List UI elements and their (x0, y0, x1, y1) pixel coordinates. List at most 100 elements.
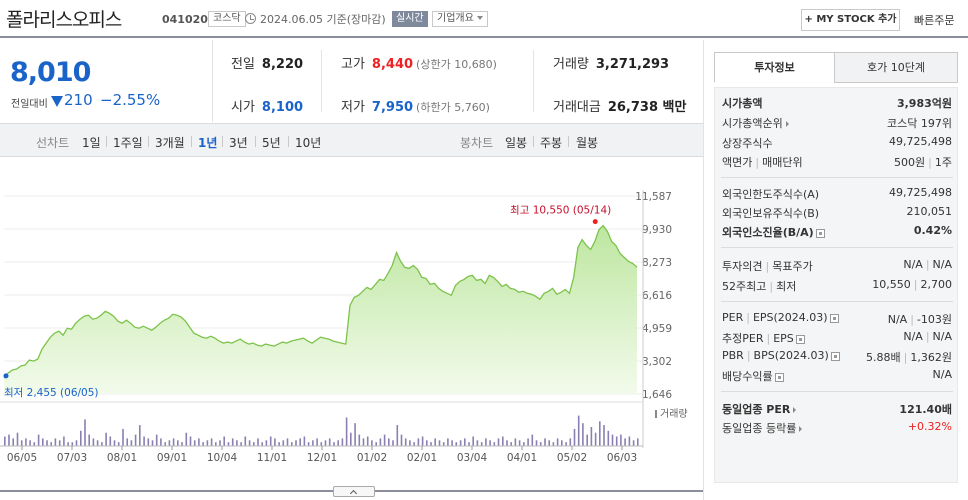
volume-bar (358, 434, 361, 446)
52week-low-value: 2,700 (920, 278, 953, 291)
volume-bar (240, 442, 242, 446)
divider (721, 301, 953, 302)
volume-bar (413, 442, 415, 446)
current-price: 8,010 (10, 57, 91, 88)
volume-bar (506, 440, 508, 446)
open-cell: 시가 8,100 (231, 96, 303, 115)
chart-collapse-handle[interactable] (333, 486, 375, 497)
quote-grid: 전일 8,220 시가 8,100 고가 8,440 (상한가 10,680) 저가 7,… (213, 40, 701, 122)
divider: | (913, 278, 918, 291)
volume-bar (430, 442, 432, 446)
prev-close-label: 전일 (231, 57, 255, 72)
tab-1y[interactable]: 1년 (198, 136, 218, 150)
x-tick-label: 07/03 (57, 452, 87, 464)
realtime-button[interactable]: 실시간 (392, 11, 428, 27)
tab-10y[interactable]: 10년 (295, 136, 322, 150)
volume-bar (464, 438, 466, 446)
tab-1d[interactable]: 1일 (82, 136, 101, 150)
volume-bar (101, 442, 103, 446)
change-label: 전일대비 (11, 99, 48, 110)
target-price-value: N/A (932, 258, 952, 271)
help-icon[interactable] (795, 334, 805, 344)
quick-order-link[interactable]: 빠른주문 (914, 14, 955, 27)
market-cap-label: 시가총액 (722, 97, 763, 110)
volume-bar (485, 438, 487, 446)
help-icon[interactable] (830, 351, 840, 361)
volume-bar (181, 442, 183, 446)
price-summary: 8,010 전일대비 210 −2.55% (0, 40, 213, 122)
company-overview-dropdown[interactable]: 기업개요 (432, 11, 488, 27)
volume-bar (139, 425, 141, 446)
lower-limit: (하한가 5,760) (416, 101, 490, 114)
tab-5y[interactable]: 5년 (262, 136, 281, 150)
tab-3y[interactable]: 3년 (229, 136, 248, 150)
divider (222, 136, 223, 147)
bps-value: 1,362원 (910, 351, 952, 364)
help-icon[interactable] (829, 313, 839, 323)
y-tick-label: 3,302 (642, 356, 672, 368)
low-annotation: 최저 2,455 (06/05) (4, 387, 99, 399)
52week-value: 10,550 | 2,700 (872, 278, 952, 291)
volume-bar (628, 436, 631, 446)
caret-right-icon[interactable] (785, 121, 789, 127)
tab-monthly[interactable]: 월봉 (576, 136, 599, 150)
low-value: 7,950 (371, 100, 414, 115)
volume-bar (573, 428, 576, 446)
divider: | (928, 156, 932, 169)
volume-bar (375, 442, 377, 446)
y-tick-label: 1,646 (642, 389, 672, 401)
divider (533, 50, 534, 112)
row-foreign-hold: 외국인보유주식수(B) 210,051 (722, 205, 952, 221)
divider (533, 136, 534, 147)
per-amount: N/A (887, 313, 908, 326)
volume-bar (531, 434, 534, 446)
add-my-stock-button[interactable]: + MY STOCK 추가 (801, 9, 900, 31)
tab-invest-info[interactable]: 투자정보 (714, 52, 835, 83)
trade-unit-label: 매매단위 (762, 156, 803, 169)
caret-right-icon[interactable] (799, 426, 803, 432)
divider: | (746, 349, 751, 362)
divider: | (746, 311, 750, 324)
divider (288, 136, 289, 147)
volume-bar (535, 440, 538, 446)
volume-bar (518, 440, 521, 446)
volume-bar (312, 440, 314, 446)
tab-1w[interactable]: 1주일 (113, 136, 143, 150)
volume-bar (599, 421, 601, 446)
foreign-limit-value: 49,725,498 (889, 186, 952, 199)
volume-bar (379, 438, 382, 446)
help-icon[interactable] (774, 372, 784, 382)
bps-label: BPS(2024.03) (753, 349, 829, 362)
upper-limit: (상한가 10,680) (416, 58, 497, 71)
volume-bar (556, 438, 559, 446)
prev-close-value: 8,220 (261, 57, 304, 72)
x-tick-label: 04/01 (507, 452, 537, 464)
volume-bar (594, 432, 597, 446)
divider (191, 136, 192, 147)
company-overview-label: 기업개요 (437, 13, 474, 24)
tab-3m[interactable]: 3개월 (155, 136, 185, 150)
divider (721, 247, 953, 248)
tab-hoga-10[interactable]: 호가 10단계 (834, 52, 958, 83)
volume-bar (92, 438, 95, 446)
volume-bar (552, 442, 555, 446)
volume-bar (67, 442, 69, 446)
tab-weekly[interactable]: 주봉 (540, 136, 563, 150)
divider (106, 136, 107, 147)
foreign-limit-label: 외국인한도주식수(A) (722, 188, 820, 201)
help-icon[interactable] (815, 228, 825, 238)
y-tick-label: 11,587 (635, 191, 672, 203)
volume-bar (409, 440, 411, 446)
low-label: 저가 (341, 100, 365, 115)
divider (255, 136, 256, 147)
row-per: PER | EPS(2024.03) N/A | -103원 (722, 311, 952, 326)
tab-daily[interactable]: 일봉 (505, 136, 528, 150)
volume-bar (33, 442, 36, 446)
market-cap-value: 3,983억원 (896, 97, 952, 110)
stock-name: 폴라리스오피스 (6, 9, 122, 31)
divider: | (769, 280, 774, 293)
caret-right-icon[interactable] (793, 407, 797, 413)
volume-bar (366, 436, 369, 446)
high-value: 8,440 (371, 57, 414, 72)
volume-bar (502, 436, 504, 446)
